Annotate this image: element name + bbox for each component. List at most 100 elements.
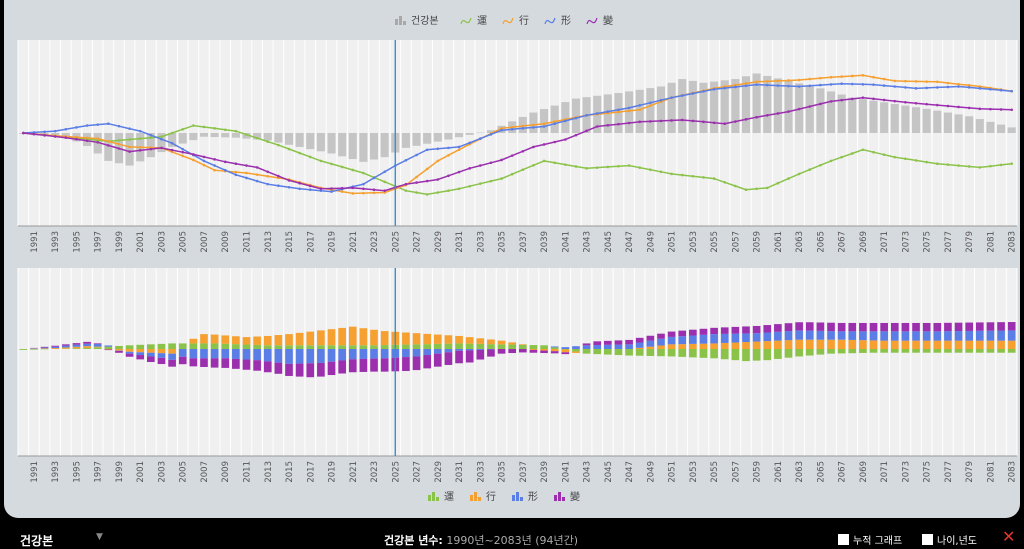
x-tick-label: 1993 bbox=[51, 461, 61, 483]
x-tick-label: 2075 bbox=[923, 461, 933, 483]
x-tick-label: 2021 bbox=[349, 231, 359, 253]
data-bar-運 bbox=[498, 344, 506, 349]
x-tick-label: 2043 bbox=[583, 461, 593, 483]
bar-stack bbox=[955, 323, 963, 353]
cumulative-graph-checkbox[interactable]: 누적 그래프 bbox=[838, 532, 902, 547]
data-point bbox=[862, 74, 865, 77]
bar-icon-part bbox=[520, 497, 523, 501]
data-bar-行 bbox=[62, 347, 70, 348]
data-point bbox=[585, 130, 588, 133]
data-point bbox=[936, 162, 939, 165]
data-bar-行 bbox=[73, 347, 81, 349]
data-bar-運 bbox=[73, 348, 81, 349]
data-point bbox=[500, 129, 503, 132]
data-point bbox=[915, 80, 918, 83]
data-bar-運 bbox=[136, 345, 144, 349]
data-point bbox=[617, 123, 620, 126]
data-bar-運 bbox=[753, 349, 761, 361]
bottom-legend-item: 運 bbox=[428, 491, 454, 503]
data-bar-行 bbox=[158, 349, 166, 353]
data-point bbox=[638, 121, 641, 124]
data-point bbox=[692, 92, 695, 95]
bar-stack bbox=[774, 324, 782, 359]
data-bar-行 bbox=[445, 335, 453, 343]
checkbox-icon[interactable] bbox=[922, 534, 933, 545]
data-point bbox=[840, 75, 843, 78]
data-bar bbox=[551, 106, 559, 133]
data-point bbox=[564, 163, 567, 166]
data-point bbox=[915, 159, 918, 162]
data-bar-運 bbox=[604, 349, 612, 355]
series-select[interactable]: 건강본 bbox=[20, 532, 53, 549]
data-point bbox=[777, 80, 780, 83]
x-tick-label: 2009 bbox=[221, 231, 231, 253]
data-bar-運 bbox=[540, 345, 548, 349]
data-point bbox=[181, 128, 184, 131]
data-bar-行 bbox=[657, 346, 665, 349]
data-bar-運 bbox=[615, 349, 623, 355]
data-bar-變 bbox=[551, 351, 559, 353]
data-bar-形 bbox=[381, 349, 389, 358]
data-point bbox=[904, 101, 907, 104]
data-bar-行 bbox=[987, 341, 995, 349]
data-bar-變 bbox=[264, 361, 272, 372]
data-point bbox=[553, 141, 556, 144]
data-point bbox=[245, 172, 248, 175]
data-bar-變 bbox=[115, 351, 123, 353]
data-bar-形 bbox=[328, 349, 336, 362]
bar-stack bbox=[647, 336, 655, 356]
bar-stack bbox=[253, 337, 261, 371]
bar-stack bbox=[519, 344, 527, 352]
x-tick-label: 2045 bbox=[604, 461, 614, 483]
x-tick-label: 1999 bbox=[115, 461, 125, 483]
bar-stack bbox=[508, 342, 516, 353]
data-bar-形 bbox=[423, 349, 431, 355]
data-point bbox=[522, 150, 525, 153]
x-tick-label: 2023 bbox=[370, 231, 380, 253]
data-point bbox=[989, 108, 992, 111]
data-point bbox=[649, 168, 652, 171]
bar-icon bbox=[428, 492, 439, 501]
data-point bbox=[904, 86, 907, 89]
data-bar-形 bbox=[987, 331, 995, 341]
x-tick-label: 2073 bbox=[901, 231, 911, 253]
data-bar-變 bbox=[604, 341, 612, 345]
chevron-down-icon[interactable]: ▼ bbox=[96, 532, 103, 542]
data-point bbox=[458, 171, 461, 174]
data-point bbox=[266, 170, 269, 173]
bar-stack bbox=[147, 344, 155, 362]
data-bar-運 bbox=[519, 345, 527, 349]
data-point bbox=[118, 143, 121, 146]
x-tick-label: 2005 bbox=[179, 461, 189, 483]
data-bar bbox=[285, 133, 293, 145]
data-bar-運 bbox=[264, 345, 272, 349]
data-point bbox=[808, 105, 811, 108]
bar-stack bbox=[838, 323, 846, 353]
data-bar-行 bbox=[540, 349, 548, 351]
data-bar-運 bbox=[678, 349, 686, 357]
data-point bbox=[957, 83, 960, 86]
x-tick-label: 2007 bbox=[200, 461, 210, 483]
data-point bbox=[181, 155, 184, 158]
x-tick-label: 2005 bbox=[179, 231, 189, 253]
data-bar-行 bbox=[168, 349, 176, 354]
data-point bbox=[479, 164, 482, 167]
data-point bbox=[564, 120, 567, 123]
data-point bbox=[692, 175, 695, 178]
data-bar-行 bbox=[732, 342, 740, 349]
bar-stack bbox=[785, 323, 793, 357]
age-year-checkbox[interactable]: 나이,년도 bbox=[922, 532, 977, 547]
bottom-legend-label: 形 bbox=[528, 491, 538, 503]
x-tick-label: 2019 bbox=[328, 231, 338, 253]
data-bar-運 bbox=[859, 349, 867, 353]
x-tick-label: 2067 bbox=[838, 231, 848, 253]
data-bar-形 bbox=[742, 333, 750, 342]
data-bar bbox=[848, 98, 856, 133]
close-icon[interactable]: ✕ bbox=[1002, 529, 1015, 545]
x-tick-label: 2079 bbox=[965, 461, 975, 483]
checkbox-icon[interactable] bbox=[838, 534, 849, 545]
data-bar bbox=[923, 109, 931, 133]
data-point bbox=[235, 162, 238, 165]
